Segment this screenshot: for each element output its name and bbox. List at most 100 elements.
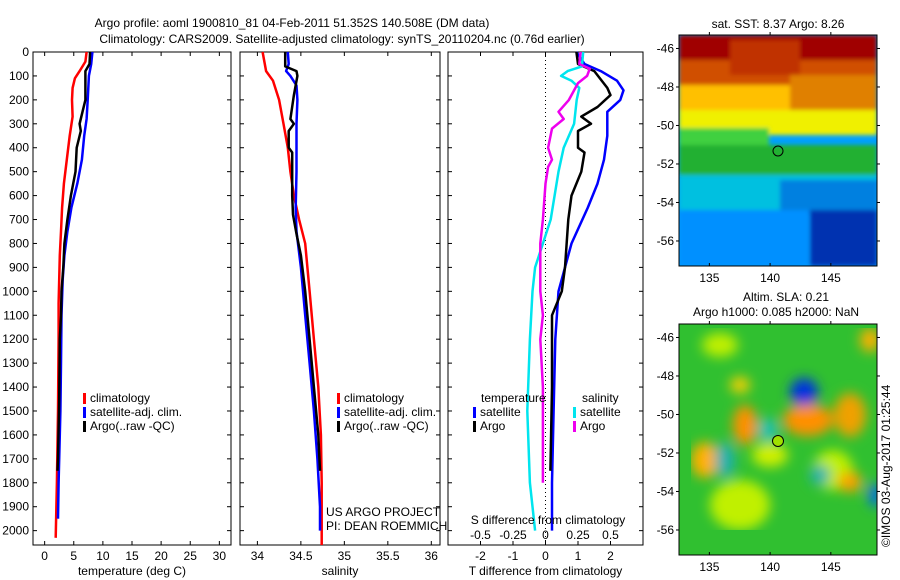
legend-swatch [573, 407, 576, 418]
x-tick-label: 25 [184, 549, 198, 563]
map-y-tick-label: -52 [657, 157, 675, 171]
legend-header-salinity: salinity [582, 391, 619, 405]
x-axis-label: T difference from climatology [469, 564, 623, 578]
map-y-tick-label: -56 [657, 234, 675, 248]
y-tick-label: 1600 [2, 428, 29, 442]
legend-swatch [83, 393, 86, 404]
y-tick-label: 1200 [2, 332, 29, 346]
legend-label: satellite [480, 405, 521, 419]
y-tick-label: 800 [9, 236, 29, 250]
legend-swatch [83, 407, 86, 418]
credit-text: ©IMOS 03-Aug-2017 01:25:44 [879, 384, 893, 547]
legend-label: climatology [344, 391, 404, 405]
x2-tick-label: -0.25 [499, 528, 527, 542]
legend-label: climatology [90, 391, 150, 405]
x-tick-label: -2 [475, 549, 486, 563]
map-x-tick-label: 135 [699, 560, 719, 574]
map-x-tick-label: 140 [760, 560, 780, 574]
y-tick-label: 1500 [2, 404, 29, 418]
series-line-t-argo [549, 51, 612, 471]
x-axis-label: temperature (deg C) [78, 564, 186, 578]
legend-swatch [337, 421, 340, 432]
x-tick-label: 34.5 [289, 549, 313, 563]
annotation-pi: PI: DEAN ROEMMICH [326, 519, 447, 533]
sst-map-panel: sat. SST: 8.37 Argo: 8.26 135 140 145 -46 -4… [657, 17, 880, 285]
y-tick-label: 1900 [2, 500, 29, 514]
plot-frame [447, 51, 644, 546]
series-line-t-satellite [550, 51, 625, 531]
legend-label: Argo [480, 419, 506, 433]
legend-swatch [83, 421, 86, 432]
y-tick-label: 1300 [2, 356, 29, 370]
y-tick-label: 1800 [2, 476, 29, 490]
x-tick-label: 35 [338, 549, 352, 563]
argo-location-marker [772, 145, 784, 157]
map-y-tick-label: -50 [657, 407, 675, 421]
series-line-s-argo [539, 51, 591, 483]
map-y-tick-label: -50 [657, 118, 675, 132]
x-axis-label: salinity [322, 564, 359, 578]
sst-map-title: sat. SST: 8.37 Argo: 8.26 [712, 17, 845, 31]
legend-swatch [573, 421, 576, 432]
series-line-s-satellite [526, 51, 585, 531]
y-tick-label: 700 [9, 213, 29, 227]
y-tick-label: 1400 [2, 380, 29, 394]
x-tick-label: 15 [125, 549, 139, 563]
legend-swatch [473, 407, 476, 418]
map-y-tick-label: -46 [657, 330, 675, 344]
y-tick-label: 1000 [2, 284, 29, 298]
y-tick-label: 1700 [2, 452, 29, 466]
y-tick-label: 200 [9, 93, 29, 107]
x2-tick-label: 0.5 [602, 528, 619, 542]
y-tick-label: 2000 [2, 524, 29, 538]
y-tick-label: 300 [9, 117, 29, 131]
x-tick-label: 20 [154, 549, 168, 563]
x-tick-label: 0 [41, 549, 48, 563]
legend-label: Argo(..raw -QC) [90, 419, 175, 433]
x2-axis-label: S difference from climatology [471, 513, 626, 527]
legend-label: satellite-adj. clim. [90, 405, 182, 419]
x-tick-label: 34 [251, 549, 265, 563]
legend-swatch [473, 421, 476, 432]
sla-map-subtitle: Argo h1000: 0.085 h2000: NaN [693, 305, 859, 319]
annotation-project: US ARGO PROJECT [326, 505, 441, 519]
map-x-tick-label: 145 [821, 560, 841, 574]
sst-heatmap [679, 35, 877, 266]
series-line-satellite-adj-clim- [284, 51, 322, 531]
map-y-tick-label: -46 [657, 41, 675, 55]
legend-label: Argo(..raw -QC) [344, 419, 429, 433]
map-x-tick-label: 145 [821, 271, 841, 285]
x-tick-label: 1 [575, 549, 582, 563]
figure-title-line2: Climatology: CARS2009. Satellite-adjuste… [99, 32, 584, 46]
y-tick-label: 900 [9, 260, 29, 274]
sla-map-panel: Altim. SLA: 0.21 Argo h1000: 0.085 h2000… [657, 290, 893, 574]
legend-header-temperature: temperature [481, 391, 546, 405]
legend-swatch [337, 393, 340, 404]
map-y-tick-label: -54 [657, 195, 675, 209]
y-tick-label: 400 [9, 141, 29, 155]
legend-swatch [337, 407, 340, 418]
series-line-argo-raw-qc- [56, 51, 92, 471]
plot-frame [239, 51, 441, 546]
legend-label: satellite-adj. clim. [344, 405, 436, 419]
y-tick-label: 1100 [3, 308, 29, 322]
legend-label: satellite [580, 405, 621, 419]
map-y-tick-label: -52 [657, 446, 675, 460]
series-line-argo-raw-qc- [283, 52, 322, 471]
x2-tick-label: 0 [542, 528, 549, 542]
y-tick-label: 600 [9, 189, 29, 203]
y-tick-label: 0 [22, 45, 29, 59]
map-y-tick-label: -56 [657, 523, 675, 537]
figure-title-line1: Argo profile: aoml 1900810_81 04-Feb-201… [95, 16, 490, 30]
sla-map-title: Altim. SLA: 0.21 [743, 290, 829, 304]
x-tick-label: 2 [607, 549, 614, 563]
map-y-tick-label: -54 [657, 484, 675, 498]
map-y-tick-label: -48 [657, 369, 675, 383]
x-tick-label: -1 [508, 549, 519, 563]
x-tick-label: 35.5 [376, 549, 400, 563]
map-x-tick-label: 140 [760, 271, 780, 285]
map-y-tick-label: -48 [657, 80, 675, 94]
x-tick-label: 5 [70, 549, 77, 563]
x-tick-label: 36 [425, 549, 439, 563]
